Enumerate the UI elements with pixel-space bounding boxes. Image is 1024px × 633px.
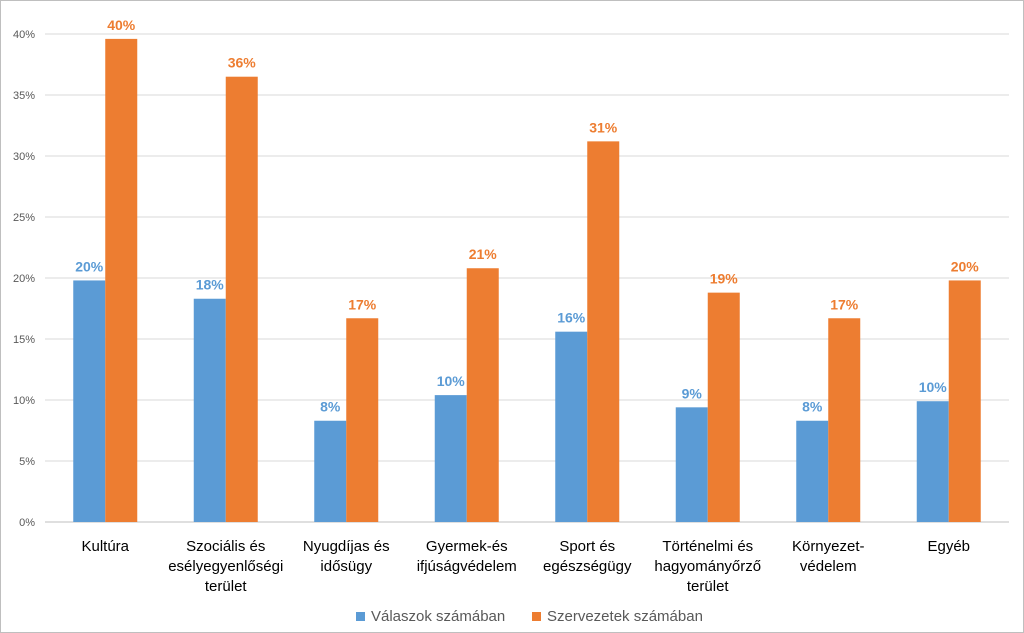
legend-label: Válaszok számában — [371, 608, 505, 625]
bar-szervezetek — [105, 38, 138, 522]
category-label-line: Kultúra — [81, 538, 129, 555]
y-tick-label: 15% — [13, 334, 35, 346]
data-label: 10% — [919, 379, 948, 395]
bar-szervezetek — [587, 141, 620, 523]
data-label: 17% — [348, 296, 377, 312]
gridlines — [45, 33, 1009, 523]
y-tick-label: 5% — [19, 456, 35, 468]
data-label: 16% — [557, 310, 586, 326]
bar-szervezetek — [828, 318, 861, 522]
data-label: 8% — [320, 399, 341, 415]
y-tick-label: 40% — [13, 29, 35, 41]
y-tick-label: 30% — [13, 151, 35, 163]
x-axis: Kultúra Szociális és esélyegyenlőségi terül… — [81, 538, 970, 595]
bars — [73, 38, 981, 523]
data-label: 21% — [469, 246, 498, 262]
category-label-line: idősügy — [320, 558, 372, 575]
category-label: Történelmi és hagyományőrző terület — [654, 538, 761, 595]
y-axis: 0% 5% 10% 15% 20% 25% 30% 35% 40% — [13, 29, 35, 529]
data-label: 31% — [589, 119, 618, 135]
legend-swatch — [532, 612, 541, 621]
data-label: 19% — [710, 271, 739, 287]
data-label: 18% — [196, 277, 225, 293]
data-label: 10% — [437, 373, 466, 389]
category-label-line: ifjúságvédelem — [417, 558, 517, 575]
category-label-line: egészségügy — [543, 558, 632, 575]
category-label: Kultúra — [81, 538, 129, 555]
data-label: 20% — [951, 258, 980, 274]
bar-szervezetek — [466, 268, 499, 522]
category-label-line: Környezet- — [792, 538, 865, 555]
y-tick-label: 25% — [13, 212, 35, 224]
category-label-line: Szociális és — [186, 538, 265, 555]
y-tick-label: 10% — [13, 395, 35, 407]
category-label-line: védelem — [800, 558, 857, 575]
y-tick-label: 20% — [13, 273, 35, 285]
category-label-line: Gyermek-és — [426, 538, 508, 555]
y-tick-label: 0% — [19, 517, 35, 529]
category-label-line: hagyományőrző — [654, 558, 761, 575]
data-label: 17% — [830, 296, 859, 312]
bar-valaszok — [434, 395, 467, 522]
category-label: Környezet-védelem — [792, 538, 865, 575]
legend: Válaszok számában Szervezetek számában — [356, 608, 703, 625]
data-label: 20% — [75, 258, 104, 274]
bar-szervezetek — [225, 76, 258, 522]
data-label: 36% — [228, 55, 257, 71]
category-label-line: esélyegyenlőségi — [168, 558, 283, 575]
bar-szervezetek — [707, 292, 740, 522]
category-label-line: terület — [687, 578, 730, 595]
y-tick-label: 35% — [13, 90, 35, 102]
bar-valaszok — [796, 420, 829, 522]
bar-szervezetek — [948, 280, 981, 522]
category-label: Nyugdíjas és idősügy — [303, 538, 390, 575]
bar-valaszok — [555, 331, 588, 522]
bar-valaszok — [314, 420, 347, 522]
category-label-line: Nyugdíjas és — [303, 538, 390, 555]
data-label: 40% — [107, 17, 136, 33]
bar-szervezetek — [346, 318, 379, 522]
category-label: Sport és egészségügy — [543, 538, 632, 575]
category-label: Egyéb — [927, 538, 970, 555]
bar-valaszok — [916, 401, 949, 522]
data-label: 9% — [682, 385, 703, 401]
bar-valaszok — [675, 407, 708, 522]
data-labels: 20% 18% 8% 10% 16% 9% 8% 10% 40% 36% 17% 21% 31% 19% 1… — [75, 17, 979, 415]
category-label-line: Sport és — [559, 538, 615, 555]
category-label-line: terület — [205, 578, 248, 595]
legend-swatch — [356, 612, 365, 621]
bar-valaszok — [73, 280, 106, 522]
category-label-line: Egyéb — [927, 538, 970, 555]
category-label: Szociális és esélyegyenlőségi terület — [168, 538, 283, 595]
bar-valaszok — [193, 298, 226, 522]
legend-label: Szervezetek számában — [547, 608, 703, 625]
category-label-line: Történelmi és — [662, 538, 753, 555]
category-label: Gyermek-és ifjúságvédelem — [417, 538, 517, 575]
data-label: 8% — [802, 399, 823, 415]
